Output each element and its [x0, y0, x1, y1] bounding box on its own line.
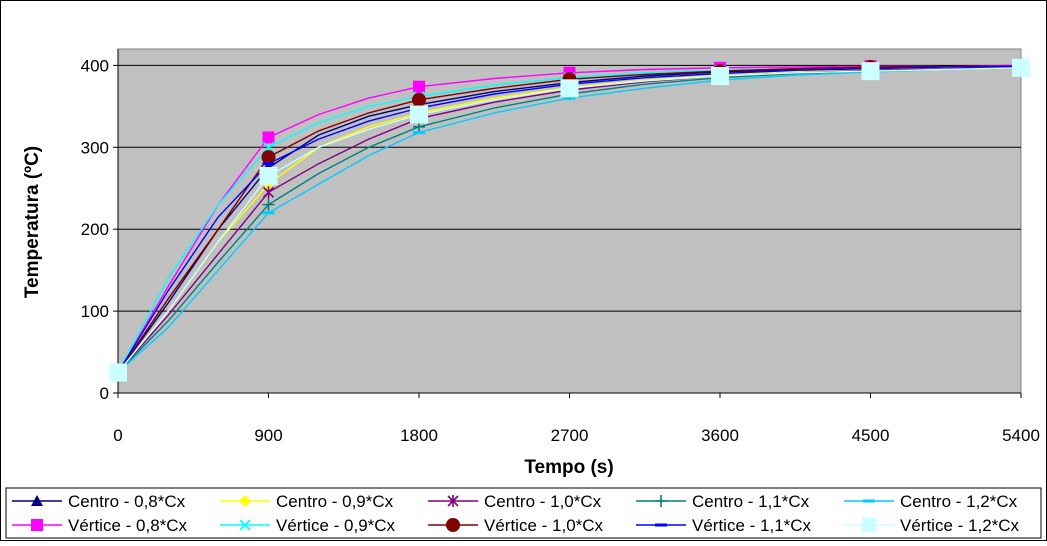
legend-label: Centro - 0,8*Cx — [68, 492, 186, 511]
series-line — [117, 66, 1022, 373]
series-line — [117, 64, 1022, 373]
legend-marker — [861, 517, 877, 533]
data-point — [711, 67, 729, 86]
legend-marker — [239, 495, 251, 507]
series-line — [117, 65, 1022, 373]
legend-item: Vértice - 1,0*Cx — [428, 516, 604, 535]
series-markers — [109, 58, 1030, 382]
x-axis-title: Tempo (s) — [524, 457, 613, 478]
legend-marker — [863, 499, 875, 503]
legend: Centro - 0,8*Cx Centro - 0,9*Cx Centro - 1… — [5, 487, 1042, 539]
axes: 0 100 200 300 400 0 900 1800 2700 3600 4500 5400 — [81, 49, 1040, 445]
legend-label: Vértice - 1,0*Cx — [484, 516, 604, 535]
legend-label: Vértice - 0,8*Cx — [68, 516, 188, 535]
series-line — [117, 67, 1022, 373]
y-axis-title: Temperatura (ºC) — [22, 146, 43, 298]
legend-label: Centro - 1,2*Cx — [900, 492, 1018, 511]
legend-item: Centro - 0,8*Cx — [12, 492, 186, 511]
x-tick-label: 2700 — [551, 426, 589, 445]
data-point — [410, 105, 428, 124]
x-tick-label: 0 — [113, 426, 122, 445]
series-line — [117, 67, 1022, 374]
x-tick-label: 900 — [254, 426, 282, 445]
data-point — [262, 162, 275, 166]
data-point — [262, 186, 275, 199]
legend-item: Centro - 1,2*Cx — [844, 492, 1018, 511]
legend-label: Centro - 1,0*Cx — [484, 492, 602, 511]
legend-label: Vértice - 0,9*Cx — [276, 516, 396, 535]
legend-item: Centro - 0,9*Cx — [220, 492, 394, 511]
legend-item: Vértice - 1,2*Cx — [844, 516, 1020, 535]
data-point — [563, 96, 576, 100]
series-line — [117, 65, 1022, 373]
data-point — [261, 150, 276, 165]
data-point — [412, 92, 426, 107]
legend-item: Centro - 1,1*Cx — [636, 492, 810, 511]
series-lines — [117, 64, 1022, 374]
legend-item: Vértice - 0,8*Cx — [12, 516, 188, 535]
legend-marker — [655, 495, 667, 507]
legend-item: Vértice - 0,9*Cx — [220, 516, 396, 535]
data-point — [1012, 58, 1030, 77]
x-tick-label: 3600 — [701, 426, 739, 445]
legend-marker — [31, 495, 43, 506]
x-tick-label: 5400 — [1002, 426, 1040, 445]
data-point — [262, 198, 275, 211]
legend-label: Centro - 1,1*Cx — [692, 492, 810, 511]
legend-marker — [447, 495, 459, 507]
legend-label: Vértice - 1,2*Cx — [900, 516, 1020, 535]
data-point — [262, 211, 275, 215]
legend-label: Vértice - 1,1*Cx — [692, 516, 812, 535]
data-point — [560, 79, 579, 98]
data-point — [413, 131, 425, 135]
legend-item: Centro - 1,0*Cx — [428, 492, 602, 511]
legend-marker — [446, 518, 460, 532]
y-tick-label: 200 — [81, 220, 109, 239]
legend-label: Centro - 0,9*Cx — [276, 492, 394, 511]
data-point — [262, 131, 275, 144]
data-point — [109, 363, 127, 382]
y-tick-label: 100 — [81, 302, 109, 321]
legend-marker — [31, 519, 43, 531]
y-tick-label: 0 — [100, 384, 109, 403]
data-point — [861, 62, 880, 81]
legend-marker — [655, 523, 667, 527]
series-line — [117, 65, 1021, 373]
y-tick-label: 400 — [81, 56, 109, 75]
x-tick-label: 4500 — [852, 426, 890, 445]
legend-marker — [239, 519, 251, 531]
y-tick-label: 300 — [81, 138, 109, 157]
data-point — [262, 141, 275, 153]
data-point — [259, 166, 278, 185]
legend-item: Vértice - 1,1*Cx — [636, 516, 812, 535]
plot-area — [117, 48, 1022, 394]
x-tick-label: 1800 — [400, 426, 438, 445]
data-point — [413, 80, 425, 93]
